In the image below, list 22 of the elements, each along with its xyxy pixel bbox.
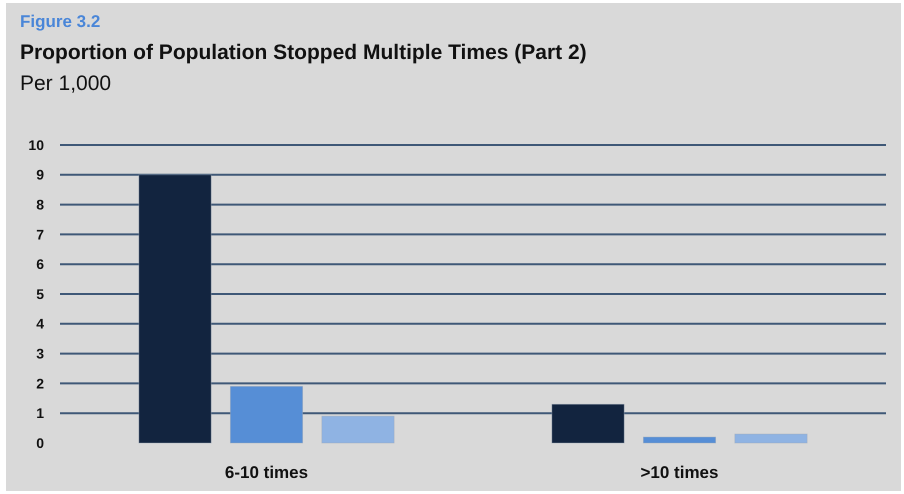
- chart-subtitle: Per 1,000: [20, 72, 112, 95]
- y-tick-label: 1: [36, 405, 44, 422]
- bar: [138, 174, 212, 444]
- y-tick-label: 6: [36, 256, 44, 272]
- x-tick-label: >10 times: [640, 463, 718, 482]
- bar: [321, 416, 395, 444]
- y-tick-label: 5: [36, 286, 44, 302]
- y-tick-label: 3: [36, 346, 44, 362]
- x-tick-label: 6-10 times: [224, 463, 308, 482]
- y-tick-label: 4: [36, 316, 44, 332]
- bar: [551, 404, 625, 444]
- bar: [734, 434, 808, 444]
- caption: Figure 3.2: [20, 12, 100, 31]
- bar: [230, 386, 304, 444]
- y-tick-label: 0: [36, 434, 44, 451]
- bar: [642, 436, 716, 444]
- y-tick-label: 7: [36, 226, 44, 242]
- y-tick-label: 2: [36, 375, 44, 392]
- y-tick-label: 9: [36, 166, 44, 183]
- y-tick-label: 10: [28, 136, 44, 153]
- y-tick-label: 8: [36, 196, 44, 212]
- chart-title: Proportion of Population Stopped Multiple Times (Part 2): [20, 41, 587, 64]
